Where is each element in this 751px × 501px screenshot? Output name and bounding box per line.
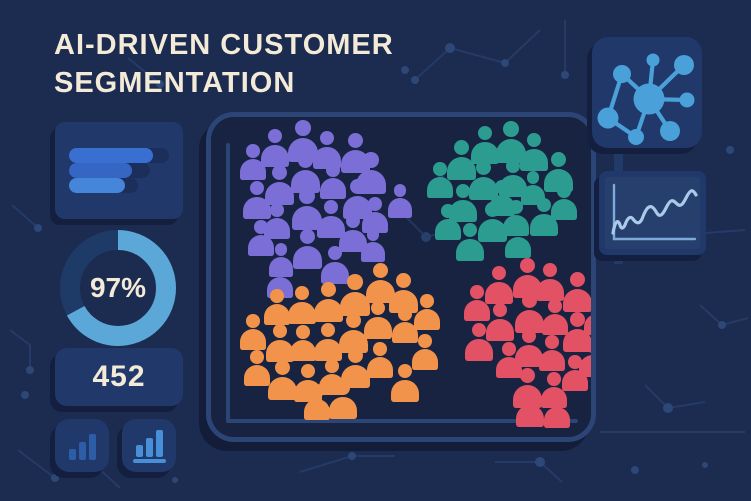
- person-icon-teal: [530, 198, 558, 236]
- person-icon-red: [583, 299, 591, 335]
- person-icon-purple: [292, 229, 322, 269]
- person-icon-purple: [387, 184, 413, 218]
- panel-axis-y: [226, 143, 230, 423]
- bar-chart-bright-icon: [132, 429, 166, 463]
- person-icon-red: [561, 355, 588, 391]
- person-icon-orange: [365, 263, 395, 303]
- person-icon-orange: [290, 325, 317, 361]
- person-icon-red: [538, 335, 565, 371]
- counter-value: 452: [92, 360, 146, 393]
- progress-bar: [69, 178, 183, 193]
- person-icon-orange: [339, 274, 371, 316]
- person-icon-purple: [360, 228, 386, 262]
- person-icon-purple: [342, 179, 372, 219]
- person-icon-orange: [244, 350, 271, 386]
- panel-axis-x: [226, 419, 578, 423]
- person-icon-purple: [243, 181, 271, 219]
- person-icon-orange: [388, 273, 418, 313]
- segmentation-canvas: [211, 117, 591, 437]
- person-icon-red: [562, 312, 591, 352]
- person-icon-red: [515, 329, 543, 367]
- person-icon-red: [495, 342, 522, 378]
- bars-card-rows: [69, 148, 183, 193]
- person-icon-red: [485, 266, 513, 304]
- mini-chart-card-1: [55, 419, 109, 472]
- person-icon-purple: [248, 220, 275, 256]
- person-icon-teal: [504, 222, 531, 258]
- person-icon-red: [536, 263, 564, 301]
- person-icon-red: [541, 299, 568, 335]
- person-icon-purple: [361, 197, 388, 233]
- person-icon-orange: [338, 313, 368, 353]
- person-icon-purple: [339, 214, 367, 252]
- bar-chart-small-icon: [68, 432, 96, 460]
- segmentation-panel: [206, 112, 596, 442]
- person-icon-orange: [391, 364, 419, 402]
- person-icon-teal: [477, 202, 507, 242]
- person-icon-teal: [446, 140, 476, 180]
- person-icon-purple: [290, 153, 320, 193]
- person-icon-orange: [264, 289, 291, 325]
- bars-card: [55, 122, 183, 219]
- person-icon-purple: [261, 129, 289, 167]
- person-icon-purple: [264, 203, 291, 239]
- person-icon-red: [579, 339, 591, 377]
- mini-chart-card-2: [122, 419, 176, 472]
- network-card: [592, 37, 702, 148]
- donut-value-label: 97%: [89, 272, 147, 303]
- counter-card: 452: [55, 348, 183, 406]
- person-icon-red: [463, 285, 490, 321]
- person-icon-red: [514, 293, 544, 333]
- person-icon-teal: [468, 160, 498, 200]
- person-icon-red: [543, 392, 570, 428]
- progress-bar: [69, 163, 183, 178]
- person-icon-teal: [550, 184, 577, 220]
- person-icon-teal: [520, 133, 548, 171]
- person-icon-purple: [291, 188, 323, 230]
- person-icon-orange: [239, 314, 266, 350]
- person-icon-purple: [321, 246, 349, 284]
- person-icon-orange: [314, 323, 342, 361]
- person-icon-purple: [320, 163, 347, 199]
- person-icon-red: [512, 258, 542, 298]
- person-icon-purple: [340, 133, 370, 173]
- person-icon-teal: [449, 184, 477, 222]
- trend-line-chart-icon: [605, 177, 700, 249]
- person-icon-purple: [264, 165, 294, 205]
- person-icon-teal: [426, 162, 453, 198]
- donut-arc: [60, 230, 176, 346]
- person-icon-teal: [456, 223, 484, 261]
- person-icon-orange: [364, 301, 392, 339]
- person-icon-orange: [266, 324, 294, 362]
- progress-bar: [69, 148, 183, 163]
- trend-card: [599, 171, 706, 255]
- person-icon-orange: [267, 360, 297, 400]
- person-icon-orange: [304, 384, 331, 420]
- person-icon-red: [516, 389, 544, 427]
- network-graph-icon: [597, 53, 695, 145]
- person-icon-red: [465, 323, 493, 361]
- person-icon-teal: [434, 204, 461, 240]
- person-icon-purple: [239, 144, 266, 180]
- donut-chart: 97%: [60, 230, 176, 346]
- person-icon-orange: [313, 282, 343, 322]
- person-icon-orange: [366, 342, 393, 378]
- person-icon-teal: [471, 126, 499, 164]
- page-title: AI-DRIVEN CUSTOMER SEGMENTATION: [54, 29, 394, 99]
- person-icon-orange: [391, 307, 418, 343]
- person-icon-red: [562, 272, 591, 312]
- person-icon-orange: [413, 294, 440, 330]
- person-icon-orange: [288, 286, 316, 324]
- person-icon-orange: [411, 334, 438, 370]
- person-icon-orange: [329, 381, 357, 419]
- person-icon-purple: [317, 200, 345, 238]
- person-icon-red: [486, 303, 514, 341]
